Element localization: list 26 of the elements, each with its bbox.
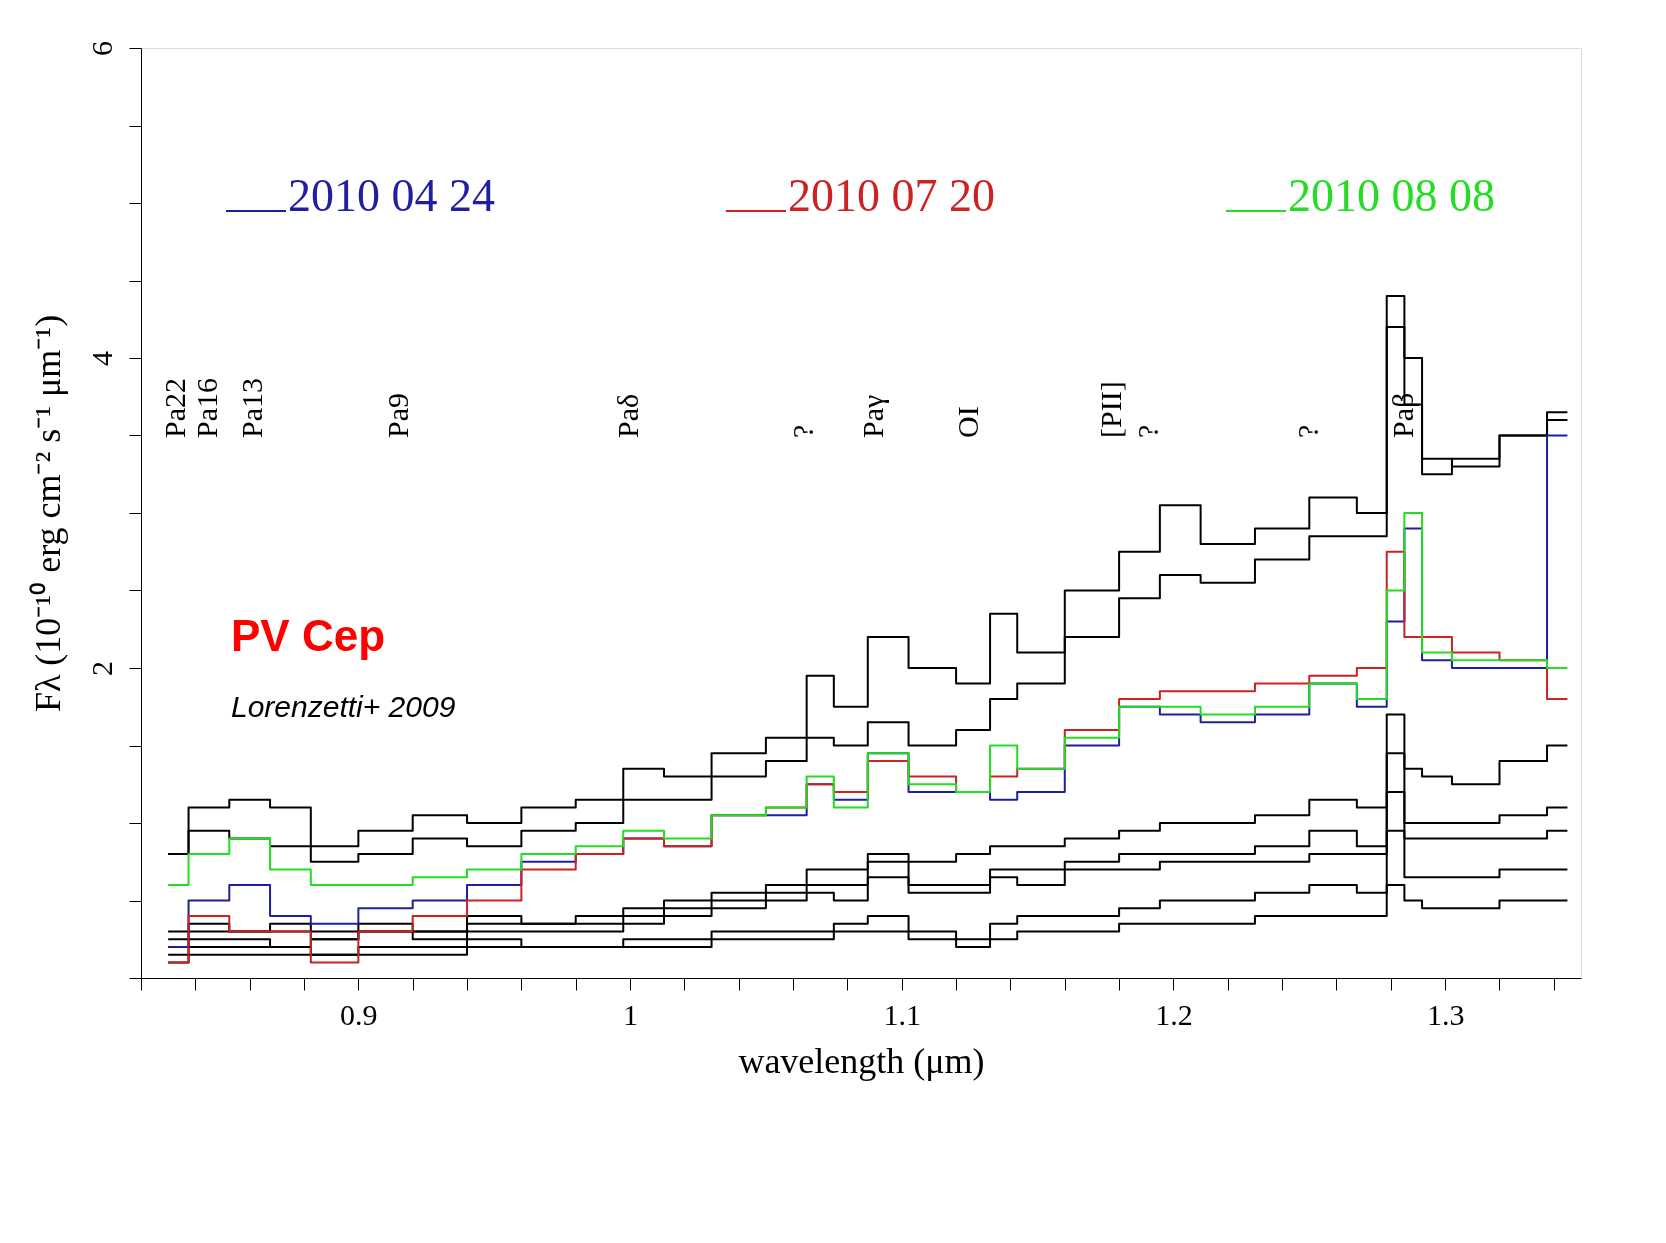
annotation: Paγ <box>856 394 889 438</box>
y-axis-title: Fλ (10⁻¹⁰ erg cm⁻² s⁻¹ μm⁻¹) <box>27 314 68 713</box>
annotation: OI <box>951 406 984 438</box>
x-tick-label: 0.9 <box>340 997 378 1031</box>
annotation: ? <box>786 424 819 438</box>
annotation: Lorenzetti+ 2009 <box>231 690 456 723</box>
annotation: PV Cep <box>231 611 386 660</box>
y-tick-label: 6 <box>84 41 118 56</box>
annotation: Pa9 <box>381 393 414 438</box>
y-tick-label: 4 <box>84 351 118 366</box>
x-tick-label: 1.1 <box>883 997 921 1031</box>
legend-label: 2010 08 08 <box>1288 170 1495 221</box>
x-tick-label: 1 <box>623 997 639 1031</box>
annotation: ? <box>1291 424 1324 438</box>
annotation: [PII] <box>1094 381 1127 438</box>
y-tick-label: 2 <box>84 661 118 676</box>
annotation: Paδ <box>611 393 644 438</box>
legend-label: 2010 04 24 <box>288 170 495 221</box>
annotation: Pa22 <box>158 378 191 438</box>
x-axis-title: wavelength (μm) <box>738 1040 985 1081</box>
annotation: Pa13 <box>235 378 268 438</box>
legend-label: 2010 07 20 <box>788 170 995 221</box>
annotation: Pa16 <box>190 378 223 438</box>
x-tick-label: 1.3 <box>1426 997 1465 1031</box>
x-tick-label: 1.2 <box>1155 997 1193 1031</box>
annotation: ? <box>1131 424 1164 438</box>
